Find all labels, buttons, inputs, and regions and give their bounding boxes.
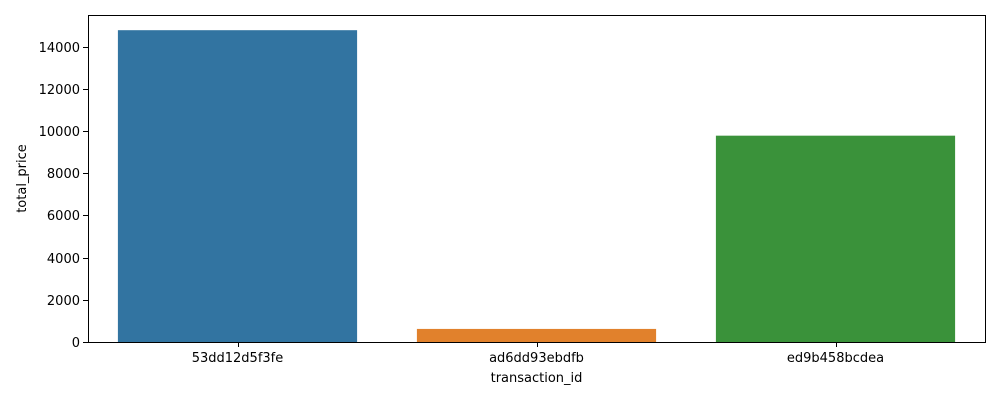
bar-ad6dd93ebdfb (416, 328, 657, 342)
bar-ed9b458bcdea (715, 135, 956, 342)
y-tick-label: 2000 (47, 294, 80, 309)
y-axis-ticks: 0 2000 4000 6000 8000 10000 12000 14000 (39, 41, 88, 351)
x-axis-ticks: 53dd12d5f3fe ad6dd93ebdfb ed9b458bcdea (192, 342, 884, 366)
y-tick-label: 0 (72, 336, 80, 351)
x-tick-label: 53dd12d5f3fe (192, 351, 284, 366)
x-axis-label: transaction_id (491, 371, 583, 386)
x-tick-label: ed9b458bcdea (787, 351, 884, 366)
y-tick-label: 10000 (39, 125, 80, 140)
y-tick-label: 12000 (39, 83, 80, 98)
bar-53dd12d5f3fe (117, 30, 358, 343)
y-tick-label: 14000 (39, 41, 80, 56)
y-tick-label: 6000 (47, 209, 80, 224)
bars (117, 30, 956, 343)
plot-frame (88, 15, 986, 343)
y-tick-label: 4000 (47, 252, 80, 267)
y-axis-label: total_price (15, 144, 30, 213)
y-tick-label: 8000 (47, 167, 80, 182)
x-tick-label: ad6dd93ebdfb (489, 351, 584, 366)
